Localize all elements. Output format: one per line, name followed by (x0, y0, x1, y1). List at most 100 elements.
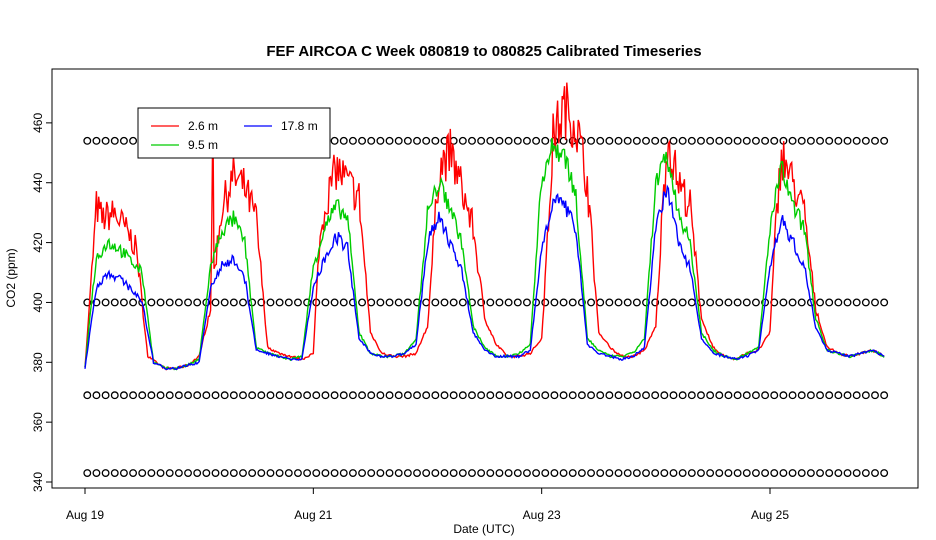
marker-point (596, 298, 605, 307)
marker-point (403, 298, 412, 307)
marker-point (486, 298, 495, 307)
marker-point (211, 391, 220, 400)
marker-point (697, 469, 705, 477)
marker-point (101, 298, 110, 307)
marker-point (477, 469, 486, 477)
marker-point (806, 298, 815, 307)
marker-point (358, 391, 367, 400)
marker-point (669, 391, 678, 400)
marker-point (83, 391, 92, 400)
marker-point (614, 391, 623, 400)
x-axis: Aug 19 Aug 21 Aug 23 Aug 25 (66, 487, 789, 522)
marker-point (394, 391, 403, 400)
marker-point (642, 136, 650, 145)
marker-point (797, 391, 806, 400)
marker-point (669, 469, 678, 477)
marker-point (678, 469, 687, 477)
marker-point (257, 391, 266, 400)
marker-point (275, 469, 284, 477)
marker-point (513, 136, 522, 145)
marker-point (339, 136, 348, 145)
marker-point (632, 391, 641, 400)
marker-point (843, 469, 852, 477)
marker-point (816, 391, 824, 400)
marker-point (486, 136, 495, 145)
marker-point (770, 391, 779, 400)
marker-point (559, 136, 568, 145)
x-axis-label: Date (UTC) (453, 522, 514, 536)
marker-point (568, 469, 577, 477)
marker-point (458, 136, 467, 145)
marker-point (880, 136, 889, 145)
marker-point (852, 136, 861, 145)
marker-point (119, 391, 128, 400)
marker-point (541, 298, 550, 307)
series-line-9-5-m (84, 137, 885, 371)
marker-point (733, 298, 742, 307)
marker-point (522, 136, 531, 145)
marker-point (468, 298, 476, 307)
marker-point (119, 298, 128, 307)
marker-point (385, 298, 394, 307)
marker-point (834, 298, 843, 307)
marker-point (394, 298, 403, 307)
marker-point (587, 136, 596, 145)
legend-label-9-5m: 9.5 m (188, 138, 218, 152)
marker-point (733, 136, 742, 145)
marker-point (706, 469, 715, 477)
marker-point (687, 136, 696, 145)
marker-point (559, 391, 568, 400)
marker-point (229, 391, 238, 400)
marker-point (303, 391, 312, 400)
marker-point (248, 469, 257, 477)
marker-point (669, 136, 678, 145)
y-axis: 340 360 380 400 420 440 460 (31, 113, 53, 492)
marker-point (147, 391, 156, 400)
marker-point (367, 391, 376, 400)
marker-point (825, 136, 834, 145)
marker-point (147, 469, 156, 477)
marker-point (843, 391, 852, 400)
marker-point (348, 469, 357, 477)
marker-point (522, 469, 531, 477)
marker-point (724, 298, 733, 307)
marker-point (541, 469, 550, 477)
marker-point (596, 469, 605, 477)
marker-point (321, 298, 330, 307)
marker-point (495, 298, 504, 307)
legend-label-17-8m: 17.8 m (281, 119, 318, 133)
marker-point (220, 391, 229, 400)
marker-point (623, 469, 632, 477)
marker-point (330, 136, 339, 145)
marker-point (257, 469, 266, 477)
marker-point (165, 391, 174, 400)
marker-point (239, 298, 247, 307)
marker-point (449, 469, 458, 477)
marker-point (385, 136, 394, 145)
marker-point (220, 298, 229, 307)
marker-point (440, 298, 449, 307)
marker-point (339, 391, 348, 400)
marker-point (871, 469, 879, 477)
marker-point (697, 136, 705, 145)
marker-point (605, 298, 614, 307)
y-tick-label: 420 (31, 232, 45, 252)
marker-point (751, 469, 760, 477)
marker-point (458, 469, 467, 477)
marker-point (266, 298, 275, 307)
marker-point (522, 391, 531, 400)
marker-point (504, 298, 513, 307)
marker-point (770, 136, 779, 145)
marker-point (495, 136, 504, 145)
marker-point (550, 298, 559, 307)
marker-point (504, 469, 513, 477)
marker-point (761, 136, 770, 145)
marker-point (239, 469, 247, 477)
marker-point (770, 469, 779, 477)
marker-point (284, 298, 293, 307)
marker-point (751, 136, 760, 145)
marker-point (806, 391, 815, 400)
marker-point (330, 298, 339, 307)
marker-point (110, 298, 119, 307)
marker-point (715, 136, 724, 145)
